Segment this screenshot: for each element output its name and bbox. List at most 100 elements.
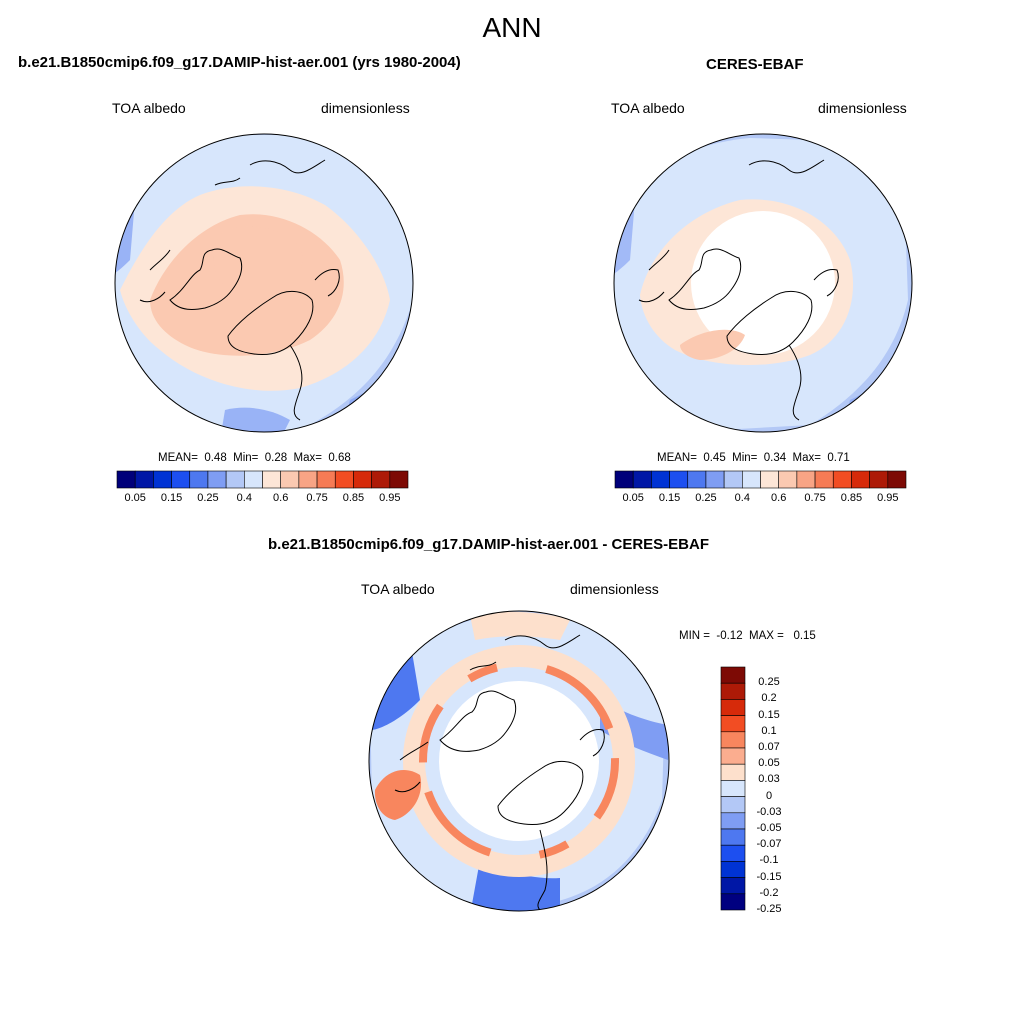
mean-label: MEAN= <box>158 452 198 464</box>
colorbar-tick-label: -0.07 <box>756 838 782 851</box>
colorbar-tick-label: 0.1 <box>761 724 777 737</box>
colorbar-box <box>207 470 227 489</box>
colorbar-tick-label: 0.25 <box>695 492 717 504</box>
colorbar-box <box>334 470 354 489</box>
colorbar-box <box>614 470 634 489</box>
colorbar-tick-label: 0.75 <box>306 492 328 504</box>
colorbar-box <box>262 470 281 489</box>
colorbar-tick-label: -0.05 <box>756 822 782 834</box>
variable-label-model: TOA albedo <box>112 100 186 116</box>
colorbar-tick-label: 0.4 <box>734 492 750 504</box>
coastlines-model <box>139 159 340 421</box>
min-label: MIN = <box>679 630 710 642</box>
colorbar-box <box>171 470 191 489</box>
colorbar-box <box>720 877 746 895</box>
panel-title-obs: CERES-EBAF <box>706 56 804 73</box>
colorbar-box <box>720 828 746 846</box>
colorbar-tick-label: 0.85 <box>342 492 365 504</box>
colorbar-box <box>814 470 834 489</box>
colorbar-tick-label: 0.05 <box>622 492 644 504</box>
min-value: -0.12 <box>716 630 743 642</box>
colorbar-diff <box>720 666 746 911</box>
coastlines-diff <box>394 634 605 911</box>
units-label-model: dimensionless <box>321 100 410 116</box>
colorbar-tick-label: 0.03 <box>758 773 780 786</box>
colorbar-box <box>720 780 746 797</box>
stats-obs: MEAN= 0.45 Min= 0.34 Max= 0.71 <box>657 452 850 464</box>
colorbar-box <box>832 470 852 489</box>
colorbar-box <box>244 470 263 489</box>
colorbar-box <box>796 470 816 489</box>
colorbar-box <box>371 470 391 489</box>
colorbar-box <box>720 682 746 700</box>
panel-title-model: b.e21.B1850cmip6.f09_g17.DAMIP-hist-aer.… <box>18 54 461 71</box>
colorbar-tick-label: 0 <box>765 789 773 802</box>
colorbar-box <box>687 470 707 489</box>
colorbar-box <box>720 747 746 765</box>
mean-value: 0.48 <box>204 452 227 464</box>
colorbar-box <box>778 470 798 489</box>
map-obs <box>613 133 913 433</box>
colorbar-box <box>651 470 670 489</box>
colorbar-box <box>720 861 746 878</box>
colorbar-box <box>316 470 336 489</box>
colorbar-box <box>720 812 746 830</box>
colorbar-box <box>720 893 746 911</box>
colorbar-box <box>189 470 209 489</box>
min-value: 0.28 <box>264 452 288 464</box>
colorbar-box <box>720 715 746 733</box>
map-model <box>114 133 414 433</box>
max-value: 0.15 <box>793 630 816 642</box>
colorbar-tick-label: 0.15 <box>758 708 780 721</box>
colorbar-box <box>153 470 172 489</box>
max-value: 0.71 <box>827 452 850 464</box>
figure-title: ANN <box>482 12 542 43</box>
min-value: 0.34 <box>763 452 787 464</box>
colorbar-box <box>280 470 300 489</box>
colorbar-tick-label: 0.85 <box>840 492 863 504</box>
colorbar-tick-label: 0.15 <box>658 492 681 504</box>
colorbar-box <box>134 470 154 489</box>
colorbar-tick-label: -0.15 <box>756 870 782 883</box>
colorbar-box <box>705 470 725 489</box>
colorbar-box <box>669 470 689 489</box>
colorbar-tick-label: 0.75 <box>804 492 826 504</box>
stats-diff: MIN = -0.12 MAX = 0.15 <box>679 630 816 642</box>
max-label: Max= <box>792 452 821 464</box>
colorbar-box <box>760 470 779 489</box>
mean-value: 0.45 <box>703 452 726 464</box>
colorbar-box <box>353 470 372 489</box>
colorbar-box <box>225 470 245 489</box>
variable-label-obs: TOA albedo <box>611 100 685 116</box>
colorbar-tick-label: 0.4 <box>236 492 252 504</box>
colorbar-box <box>720 666 746 684</box>
max-value: 0.68 <box>328 452 351 464</box>
min-label: Min= <box>732 452 758 464</box>
colorbar-tick-label: -0.25 <box>756 903 782 915</box>
colorbar-obs <box>614 470 907 489</box>
colorbar-tick-label: 0.6 <box>273 492 289 504</box>
colorbar-box <box>116 470 136 489</box>
colorbar-tick-label: 0.6 <box>771 492 787 504</box>
units-label-diff: dimensionless <box>570 581 659 597</box>
colorbar-tick-label: 0.25 <box>197 492 219 504</box>
colorbar-tick-label: 0.2 <box>761 692 777 705</box>
colorbar-box <box>723 470 743 489</box>
colorbar-box <box>851 470 870 489</box>
colorbar-tick-label: -0.03 <box>756 805 782 818</box>
colorbar-box <box>720 763 746 781</box>
colorbar-tick-label: 0.07 <box>758 741 780 753</box>
colorbar-box <box>720 731 746 749</box>
colorbar-tick-label: 0.95 <box>379 492 401 504</box>
colorbar-box <box>887 470 907 489</box>
colorbar-box <box>720 844 746 862</box>
panel-title-diff: b.e21.B1850cmip6.f09_g17.DAMIP-hist-aer.… <box>268 536 709 553</box>
colorbar-tick-label: 0.25 <box>758 676 780 689</box>
colorbar-box <box>632 470 652 489</box>
stats-model: MEAN= 0.48 Min= 0.28 Max= 0.68 <box>158 452 351 464</box>
max-label: Max= <box>293 452 322 464</box>
min-label: Min= <box>233 452 259 464</box>
units-label-obs: dimensionless <box>818 100 907 116</box>
mean-label: MEAN= <box>657 452 697 464</box>
